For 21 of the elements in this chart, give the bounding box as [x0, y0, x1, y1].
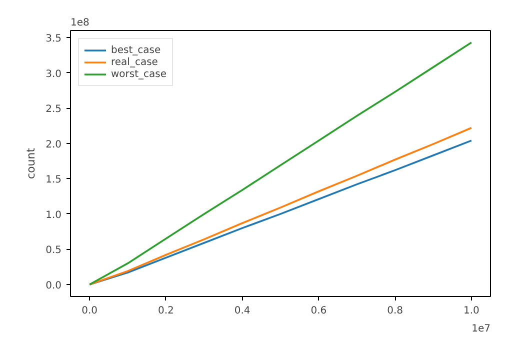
y-tick-label: 2.0: [46, 139, 62, 150]
y-tick-label: 3.5: [46, 34, 62, 45]
legend-label: real_case: [111, 56, 158, 68]
y-tick-label: 0.0: [46, 280, 62, 292]
y-tick-label: 3.0: [46, 68, 62, 80]
x-tick-label: 0.0: [82, 306, 98, 316]
legend-label: best_case: [111, 44, 161, 56]
x-tick-label: 0.8: [387, 306, 403, 316]
text: 1e8: [70, 18, 90, 28]
y-axis-title: count: [24, 147, 38, 180]
x-tick-label: 1.0: [463, 306, 480, 316]
y-tick-label: 1.5: [46, 174, 62, 186]
x-tick-label: 0.6: [310, 306, 327, 316]
x-tick-label: 0.2: [158, 306, 174, 316]
text: 1e7: [472, 324, 491, 334]
x-tick-label: 0.4: [234, 306, 250, 316]
line-series: [88, 42, 472, 286]
y-tick-label: 2.5: [46, 104, 62, 116]
legend-label: worst_case: [111, 68, 167, 80]
y-tick-label: 0.5: [46, 245, 62, 256]
y-tick-label: 1.0: [46, 210, 62, 221]
